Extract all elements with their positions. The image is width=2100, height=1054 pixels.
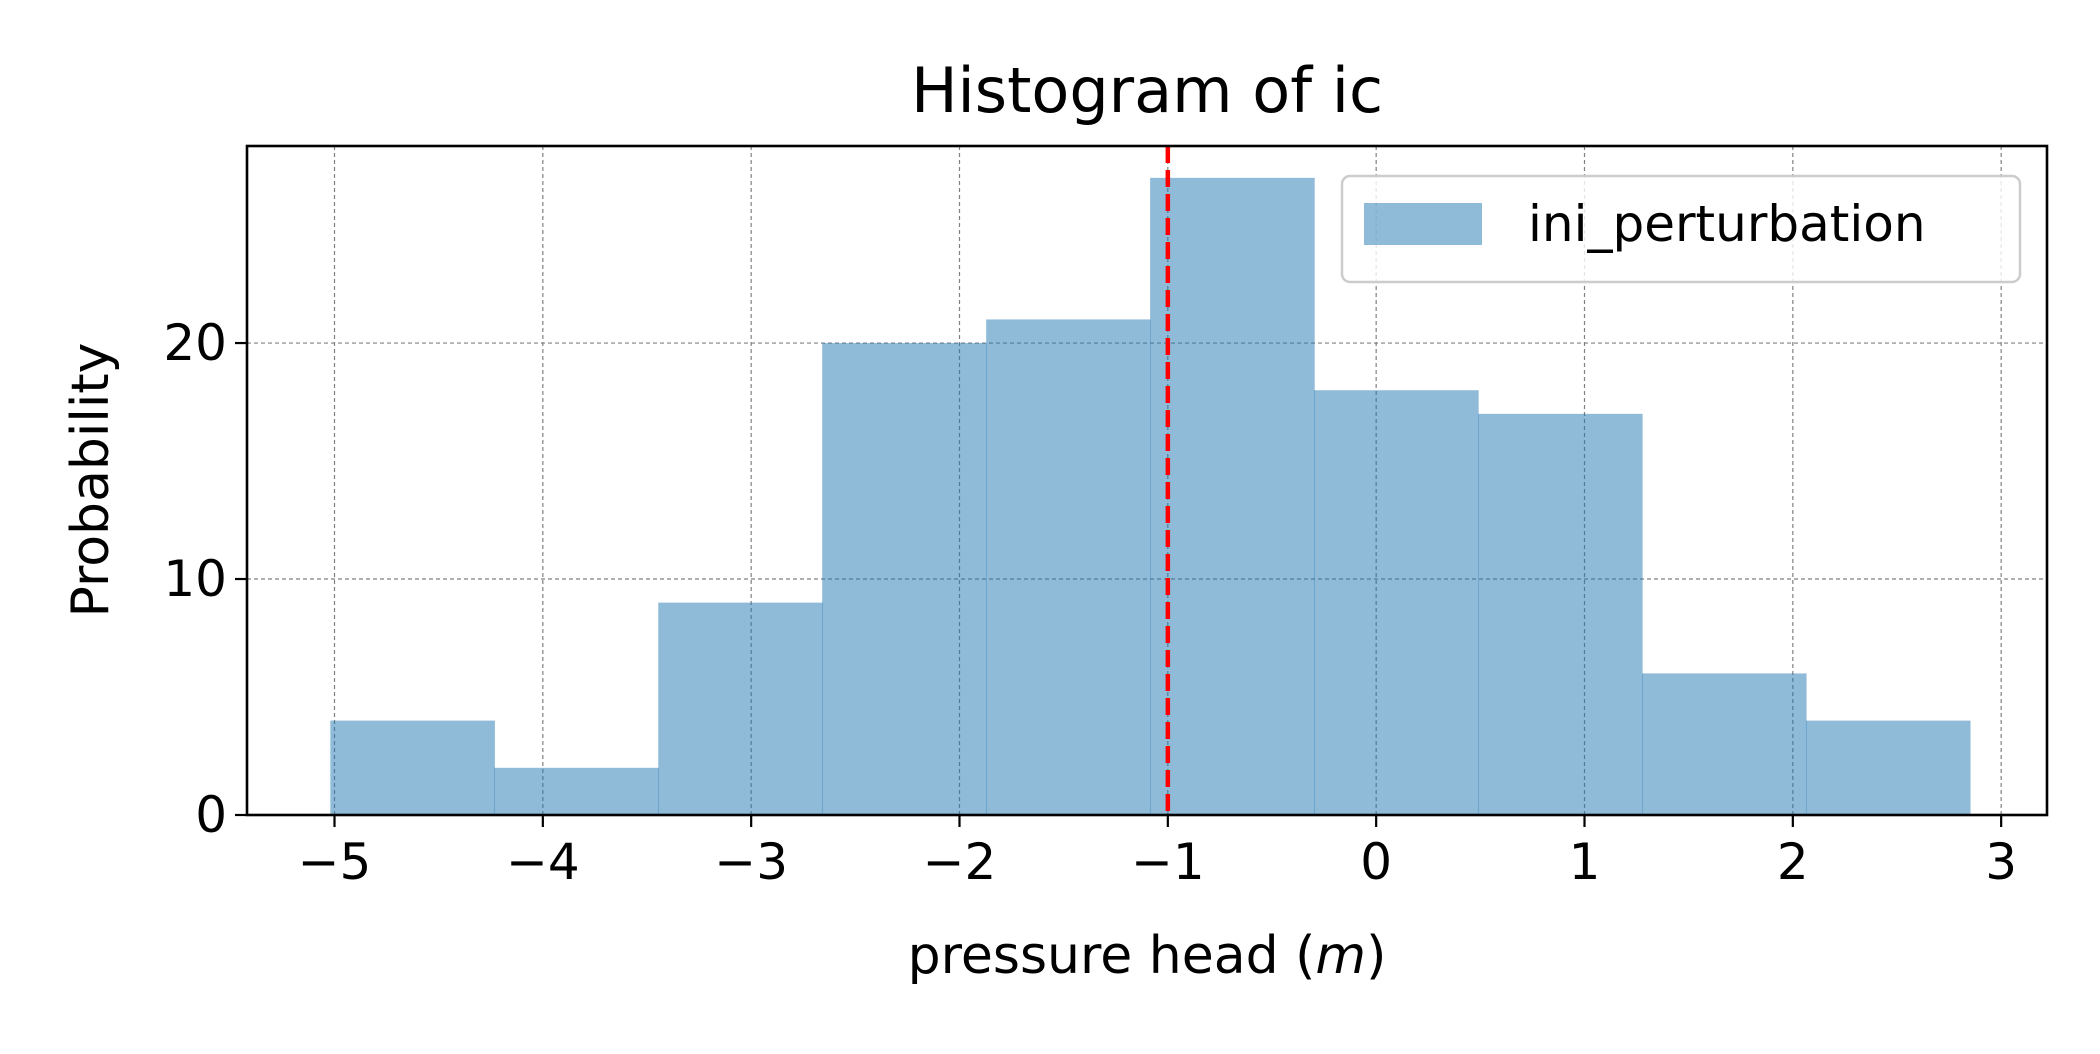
x-tick-label: −1 — [1131, 833, 1205, 891]
y-tick-label: 0 — [195, 786, 227, 844]
histogram-bar — [822, 343, 987, 815]
x-tick-label: −4 — [506, 833, 580, 891]
chart-title: Histogram of ic — [911, 54, 1383, 127]
legend-label: ini_perturbation — [1528, 195, 1926, 253]
histogram-bar — [1478, 413, 1643, 815]
histogram-bar — [1642, 673, 1807, 815]
y-tick-label: 10 — [163, 550, 227, 608]
x-axis-label: pressure head (m) — [908, 926, 1387, 986]
legend-box — [1340, 174, 2022, 284]
histogram-bar — [658, 602, 823, 815]
x-axis-label-unit: m — [1315, 926, 1366, 986]
x-tick-label: −2 — [923, 833, 997, 891]
histogram-bar — [1805, 720, 1971, 815]
y-axis-label: Probability — [61, 343, 121, 618]
x-tick-label: 3 — [1985, 833, 2017, 891]
x-tick-label: −3 — [714, 833, 788, 891]
bars-layer — [330, 177, 1971, 815]
histogram-bar — [986, 319, 1151, 815]
x-tick-label: 0 — [1360, 833, 1392, 891]
ticks-layer: −5 −4 −3 −2 −1 0 1 2 3 0 10 20 — [163, 314, 2017, 891]
histogram-bar — [1314, 390, 1479, 815]
x-tick-label: 1 — [1569, 833, 1601, 891]
x-tick-label: −5 — [298, 833, 372, 891]
x-axis-label-close: ) — [1366, 926, 1386, 986]
x-tick-label: 2 — [1777, 833, 1809, 891]
histogram-bar — [1150, 177, 1315, 815]
legend: ini_perturbation — [1340, 174, 2022, 284]
x-axis-label-text: pressure head ( — [908, 926, 1316, 986]
histogram-bar — [494, 767, 659, 815]
legend-swatch — [1364, 203, 1482, 245]
histogram-bar — [330, 720, 495, 815]
y-tick-label: 20 — [163, 314, 227, 372]
plot-frame — [245, 144, 2049, 817]
